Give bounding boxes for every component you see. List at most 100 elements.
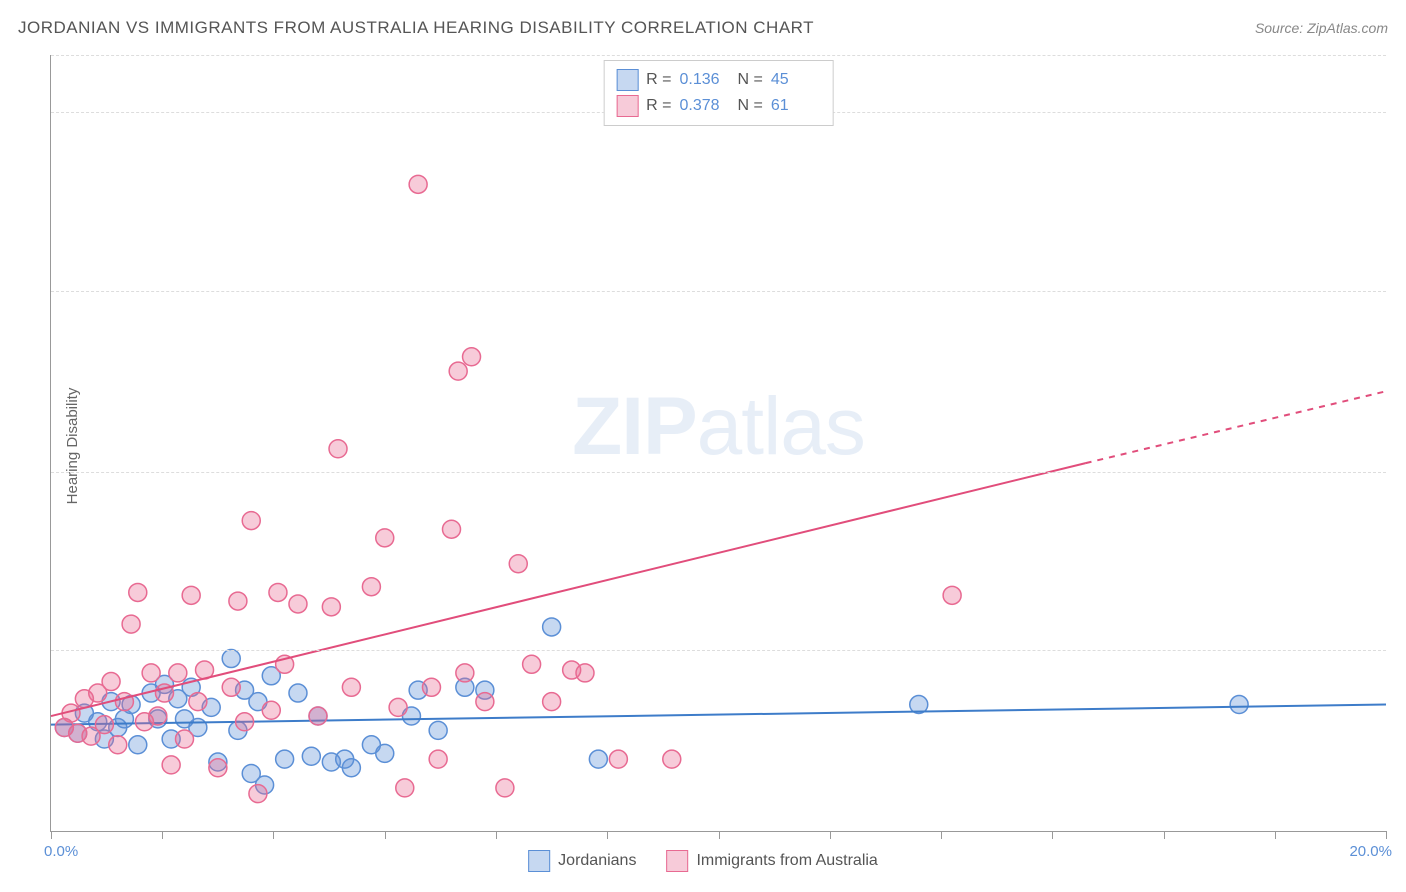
chart-container: ZIPatlas R = 0.136 N = 45 R = 0.378 N = … (50, 55, 1386, 832)
x-tick (385, 831, 386, 839)
scatter-point (262, 701, 280, 719)
scatter-point (509, 555, 527, 573)
x-tick (830, 831, 831, 839)
y-tick-label: 12.5% (1393, 463, 1406, 480)
scatter-point (222, 678, 240, 696)
x-tick (719, 831, 720, 839)
series-legend: Jordanians Immigrants from Australia (528, 850, 878, 872)
scatter-point (449, 362, 467, 380)
scatter-point (543, 618, 561, 636)
scatter-point (236, 713, 254, 731)
scatter-point (1230, 696, 1248, 714)
scatter-point (443, 520, 461, 538)
scatter-point (122, 615, 140, 633)
legend-swatch (616, 95, 638, 117)
scatter-point (376, 744, 394, 762)
chart-header: JORDANIAN VS IMMIGRANTS FROM AUSTRALIA H… (18, 18, 1388, 38)
legend-item: Jordanians (528, 850, 636, 872)
scatter-point (663, 750, 681, 768)
scatter-point (229, 592, 247, 610)
scatter-point (496, 779, 514, 797)
x-tick (607, 831, 608, 839)
scatter-point (523, 655, 541, 673)
legend-row: R = 0.378 N = 61 (616, 93, 821, 119)
plot-svg (51, 55, 1386, 831)
scatter-point (182, 586, 200, 604)
scatter-point (149, 707, 167, 725)
scatter-point (322, 598, 340, 616)
x-axis-min-label: 0.0% (44, 843, 78, 860)
x-tick (273, 831, 274, 839)
legend-r-value: 0.378 (680, 97, 730, 115)
scatter-point (109, 736, 127, 754)
legend-n-label: N = (738, 71, 763, 89)
scatter-point (142, 664, 160, 682)
scatter-point (162, 756, 180, 774)
scatter-point (289, 595, 307, 613)
scatter-point (176, 730, 194, 748)
scatter-point (409, 175, 427, 193)
scatter-point (222, 650, 240, 668)
scatter-point (329, 440, 347, 458)
legend-item: Immigrants from Australia (666, 850, 877, 872)
scatter-point (276, 750, 294, 768)
scatter-point (589, 750, 607, 768)
scatter-point (476, 693, 494, 711)
gridline (51, 291, 1386, 292)
scatter-point (342, 678, 360, 696)
scatter-point (576, 664, 594, 682)
scatter-point (289, 684, 307, 702)
scatter-point (269, 583, 287, 601)
y-tick-label: 6.3% (1393, 641, 1406, 658)
legend-r-value: 0.136 (680, 71, 730, 89)
scatter-point (463, 348, 481, 366)
scatter-point (456, 664, 474, 682)
scatter-point (102, 673, 120, 691)
scatter-point (376, 529, 394, 547)
legend-r-label: R = (646, 71, 671, 89)
scatter-point (249, 785, 267, 803)
y-tick-label: 18.8% (1393, 282, 1406, 299)
x-tick (941, 831, 942, 839)
scatter-point (129, 736, 147, 754)
scatter-point (422, 678, 440, 696)
scatter-point (342, 759, 360, 777)
x-tick (51, 831, 52, 839)
scatter-point (609, 750, 627, 768)
legend-label: Immigrants from Australia (696, 852, 877, 870)
gridline (51, 55, 1386, 56)
legend-row: R = 0.136 N = 45 (616, 67, 821, 93)
scatter-point (95, 716, 113, 734)
legend-swatch (616, 69, 638, 91)
scatter-point (302, 747, 320, 765)
legend-swatch (666, 850, 688, 872)
scatter-point (189, 693, 207, 711)
scatter-point (309, 707, 327, 725)
scatter-point (209, 759, 227, 777)
correlation-legend: R = 0.136 N = 45 R = 0.378 N = 61 (603, 60, 834, 126)
legend-label: Jordanians (558, 852, 636, 870)
chart-title: JORDANIAN VS IMMIGRANTS FROM AUSTRALIA H… (18, 18, 814, 38)
x-tick (1386, 831, 1387, 839)
x-tick (496, 831, 497, 839)
scatter-point (115, 693, 133, 711)
legend-swatch (528, 850, 550, 872)
scatter-point (362, 578, 380, 596)
scatter-point (169, 664, 187, 682)
x-tick (1052, 831, 1053, 839)
scatter-point (242, 512, 260, 530)
chart-source: Source: ZipAtlas.com (1255, 20, 1388, 36)
legend-n-value: 45 (771, 71, 821, 89)
scatter-point (543, 693, 561, 711)
gridline (51, 472, 1386, 473)
gridline (51, 650, 1386, 651)
trend-line-extrapolated (1086, 391, 1386, 463)
scatter-point (129, 583, 147, 601)
legend-r-label: R = (646, 97, 671, 115)
scatter-point (943, 586, 961, 604)
y-tick-label: 25.0% (1393, 104, 1406, 121)
legend-n-label: N = (738, 97, 763, 115)
x-tick (162, 831, 163, 839)
scatter-point (429, 750, 447, 768)
legend-n-value: 61 (771, 97, 821, 115)
